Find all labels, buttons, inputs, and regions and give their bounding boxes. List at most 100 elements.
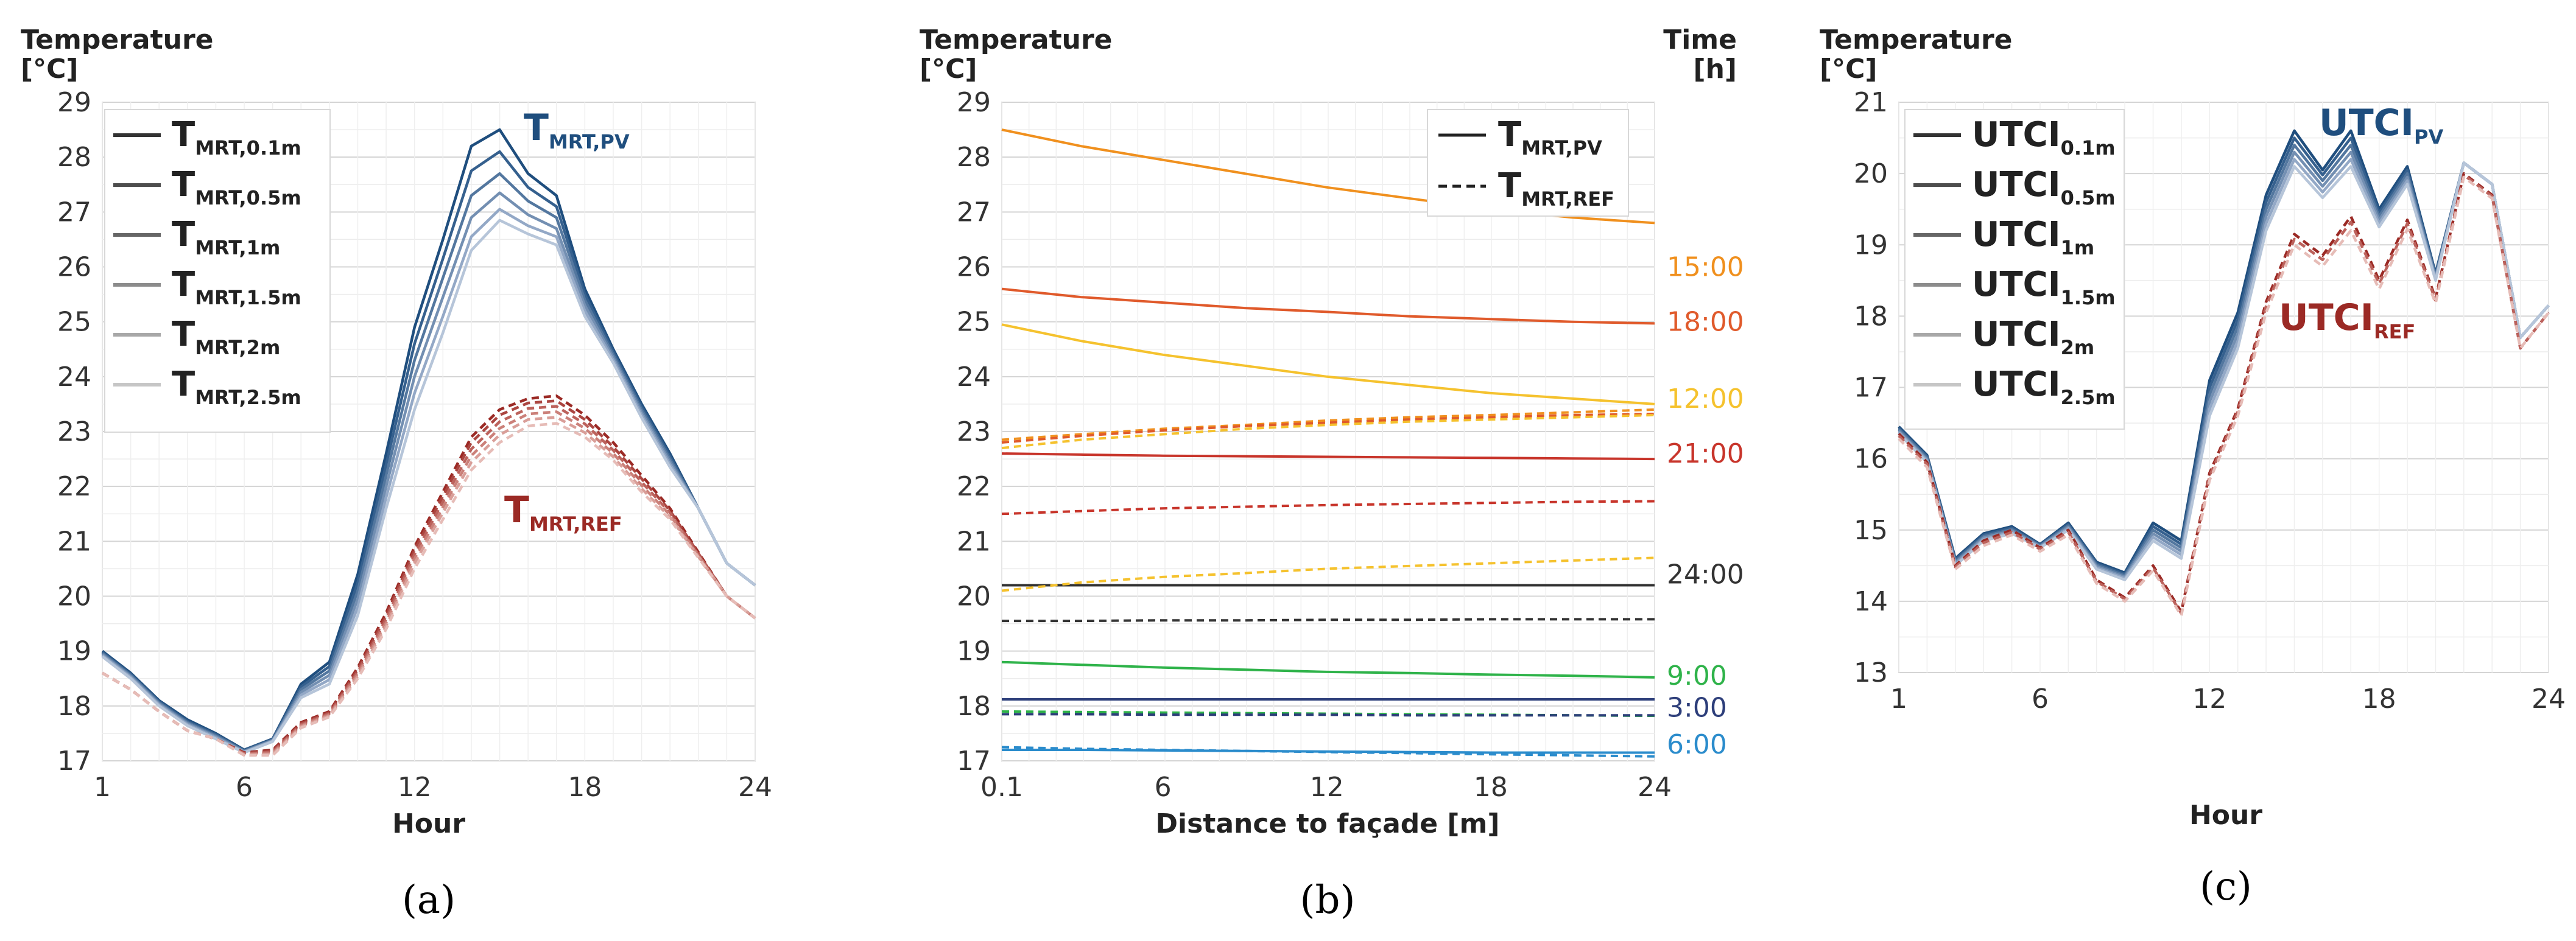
panel-a-annotation-ref-main: T <box>504 489 529 531</box>
panel-a-legend-entry: TMRT,2m <box>172 315 280 359</box>
panel-a-ylabel-line2: [°C] <box>21 54 79 85</box>
panel-b-xtick: 18 <box>1474 772 1508 803</box>
panel-b-ticks: 17 18 19 20 21 22 23 24 25 26 27 28 29 0.1 6 12 18 24 <box>957 87 1672 803</box>
panel-b-ytick: 23 <box>957 416 991 447</box>
panel-c-legend-entry-main: UTCI <box>1972 365 2061 404</box>
panel-a-ytick: 28 <box>57 142 91 173</box>
panel-b-ytick: 27 <box>957 197 991 228</box>
panel-c-annotation-ref-sub: REF <box>2374 320 2415 343</box>
panel-a-legend-entry-main: T <box>172 215 195 254</box>
panel-c-ytick: 14 <box>1854 586 1888 617</box>
panel-a-legend-box <box>104 109 331 433</box>
panel-a-ytick: 27 <box>57 197 91 228</box>
panel-b-time-label: 12:00 <box>1667 383 1744 415</box>
panel-c-legend-items: UTCI0.1mUTCI0.5mUTCI1mUTCI1.5mUTCI2mUTCI… <box>1913 115 2116 409</box>
panel-a: Temperature [°C] 17 18 19 20 21 22 23 24 25 26 27 2… <box>21 24 772 923</box>
panel-c-legend-entry-sub: 0.5m <box>2061 186 2116 209</box>
panel-c-legend-entry: UTCI2m <box>1972 315 2094 359</box>
panel-a-legend-entry-sub: MRT,2m <box>195 336 280 359</box>
panel-b: Temperature [°C] Time [h] 17 18 19 20 21 22 23… <box>920 24 1744 923</box>
panel-b-time-label: 18:00 <box>1667 307 1744 338</box>
panel-c-ytick: 20 <box>1854 158 1888 189</box>
panel-c-legend-entry: UTCI1m <box>1972 215 2094 259</box>
panel-a-legend-entry-sub: MRT,0.1m <box>195 136 301 159</box>
panel-a-annotation-ref: TMRT,REF <box>504 489 622 536</box>
panel-b-ytick: 18 <box>957 691 991 722</box>
panel-b-legend-box <box>1427 109 1629 217</box>
panel-a-legend-entry-sub: MRT,1m <box>195 236 280 259</box>
panel-b-legend-pv-sub: MRT,PV <box>1521 136 1602 159</box>
panel-c-legend-entry-sub: 0.1m <box>2061 136 2116 159</box>
panel-b-ytick: 19 <box>957 636 991 667</box>
panel-c-legend-entry: UTCI2.5m <box>1972 365 2116 409</box>
panel-b-series-line <box>1001 287 1655 325</box>
panel-a-ytick: 20 <box>57 581 91 612</box>
panel-c-ylabel-line2: [°C] <box>1820 54 1877 85</box>
panel-b-time-label: 24:00 <box>1667 559 1744 590</box>
panel-c-legend: UTCI0.1mUTCI0.5mUTCI1mUTCI1.5mUTCI2mUTCI… <box>1904 109 2125 430</box>
panel-c-legend-entry-main: UTCI <box>1972 315 2061 354</box>
panel-b-time-labels: 15:00 18:00 12:00 21:00 24:00 9:003:00 6:00 <box>1667 252 1744 760</box>
panel-c-ytick: 18 <box>1854 301 1888 332</box>
panel-c-legend-entry-main: UTCI <box>1972 265 2061 304</box>
panel-a-annotation-pv: TMRT,PV <box>524 107 630 153</box>
panel-a-ytick: 26 <box>57 252 91 283</box>
panel-c-legend-entry: UTCI0.1m <box>1972 115 2116 159</box>
panel-a-series <box>101 128 756 757</box>
panel-c-ylabel-line1: Temperature <box>1820 24 2013 55</box>
panel-a-ytick: 24 <box>57 362 91 393</box>
panel-b-xtick: 24 <box>1638 772 1672 803</box>
panel-a-ytick: 22 <box>57 471 91 502</box>
panel-c-legend-entry-sub: 2m <box>2061 336 2095 359</box>
panel-c-xlabel: Hour <box>2189 800 2262 831</box>
panel-c-ytick: 15 <box>1854 515 1888 546</box>
panel-b-ytick: 28 <box>957 142 991 173</box>
panel-b-ytick: 25 <box>957 307 991 338</box>
panel-a-xtick: 24 <box>738 772 772 803</box>
panel-c-xtick: 12 <box>2192 684 2226 715</box>
panel-c-annotation-pv-main: UTCI <box>2319 102 2414 144</box>
panel-b-series-line <box>1002 749 1655 754</box>
panel-b-ylabel-line2: [°C] <box>920 54 977 85</box>
panel-c-annotation-pv: UTCIPV <box>2319 102 2443 149</box>
panel-b-time-label: 21:00 <box>1667 438 1744 469</box>
panel-a-ticks: 17 18 19 20 21 22 23 24 25 26 27 28 29 1 6 12 18 24 <box>57 87 772 803</box>
panel-a-legend-entry-main: T <box>172 365 195 404</box>
panel-a-xtick: 1 <box>94 772 111 803</box>
panel-b-xlabel: Distance to façade [m] <box>1156 808 1500 839</box>
panel-a-annotation-pv-sub: MRT,PV <box>549 130 630 153</box>
panel-a-ytick: 21 <box>57 526 91 557</box>
panel-c-ytick: 19 <box>1854 229 1888 261</box>
panel-a-ytick: 18 <box>57 691 91 722</box>
panel-a-legend-entry: TMRT,0.5m <box>172 165 301 209</box>
panel-a-caption: (a) <box>402 878 456 923</box>
panel-a-legend-entry-main: T <box>172 115 195 155</box>
panel-a-legend-entry: TMRT,1m <box>172 215 280 259</box>
panel-b-ytick: 20 <box>957 581 991 612</box>
panel-b-legend-pv-main: T <box>1498 115 1521 155</box>
panel-a-ytick: 29 <box>57 87 91 118</box>
panel-c-ytick: 21 <box>1854 87 1888 118</box>
panel-c-ytick: 17 <box>1854 373 1888 404</box>
panel-a-caption-text: (a) <box>402 878 456 923</box>
panel-a-legend-entry: TMRT,0.1m <box>172 115 301 159</box>
panel-c-legend-entry-main: UTCI <box>1972 165 2061 205</box>
panel-c-caption: (c) <box>2200 864 2252 909</box>
panel-b-xtick: 6 <box>1155 772 1172 803</box>
panel-a-ytick: 19 <box>57 636 91 667</box>
panel-b-ylabel-line1: Temperature <box>920 24 1113 55</box>
panel-c-ytick: 16 <box>1854 444 1888 475</box>
panel-b-ytick: 26 <box>957 252 991 283</box>
panel-c-ytick: 13 <box>1854 657 1888 688</box>
panel-c-xtick: 1 <box>1890 684 1907 715</box>
panel-b-time-label: 6:00 <box>1667 729 1727 760</box>
panel-b-legend-ref-sub: MRT,REF <box>1521 187 1614 211</box>
panel-a-ytick: 25 <box>57 307 91 338</box>
panel-b-xtick: 12 <box>1310 772 1344 803</box>
panel-a-legend-entry: TMRT,1.5m <box>172 265 301 309</box>
panel-b-time-label: 3:00 <box>1667 693 1727 724</box>
panel-b-caption-text: (b) <box>1300 878 1356 923</box>
panel-b-ytick: 24 <box>957 362 991 393</box>
